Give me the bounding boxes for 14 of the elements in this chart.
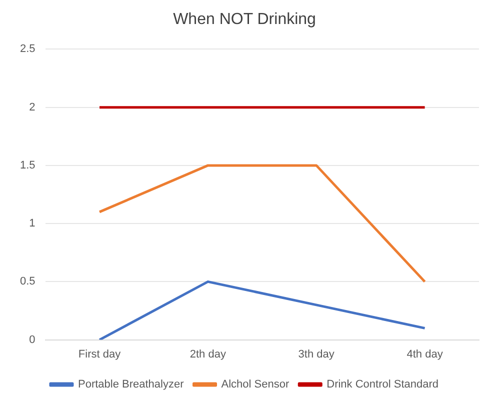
legend-label: Drink Control Standard (326, 378, 439, 391)
x-tick-label: 2th day (190, 348, 226, 360)
x-tick-label: 4th day (406, 348, 444, 360)
x-tick-label: 3th day (298, 348, 335, 360)
x-tick-label: First day (78, 348, 122, 360)
chart-title: When NOT Drinking (173, 11, 316, 28)
y-tick-label: 1 (29, 218, 36, 230)
legend-label: Portable Breathalyzer (78, 378, 184, 391)
y-tick-label: 2 (29, 101, 36, 114)
legend-label: Alchol Sensor (221, 378, 290, 391)
y-tick-label: 1.5 (20, 159, 36, 172)
y-tick-label: 0.5 (20, 276, 36, 288)
y-tick-label: 2.5 (20, 43, 36, 56)
y-tick-label: 0 (29, 334, 36, 346)
